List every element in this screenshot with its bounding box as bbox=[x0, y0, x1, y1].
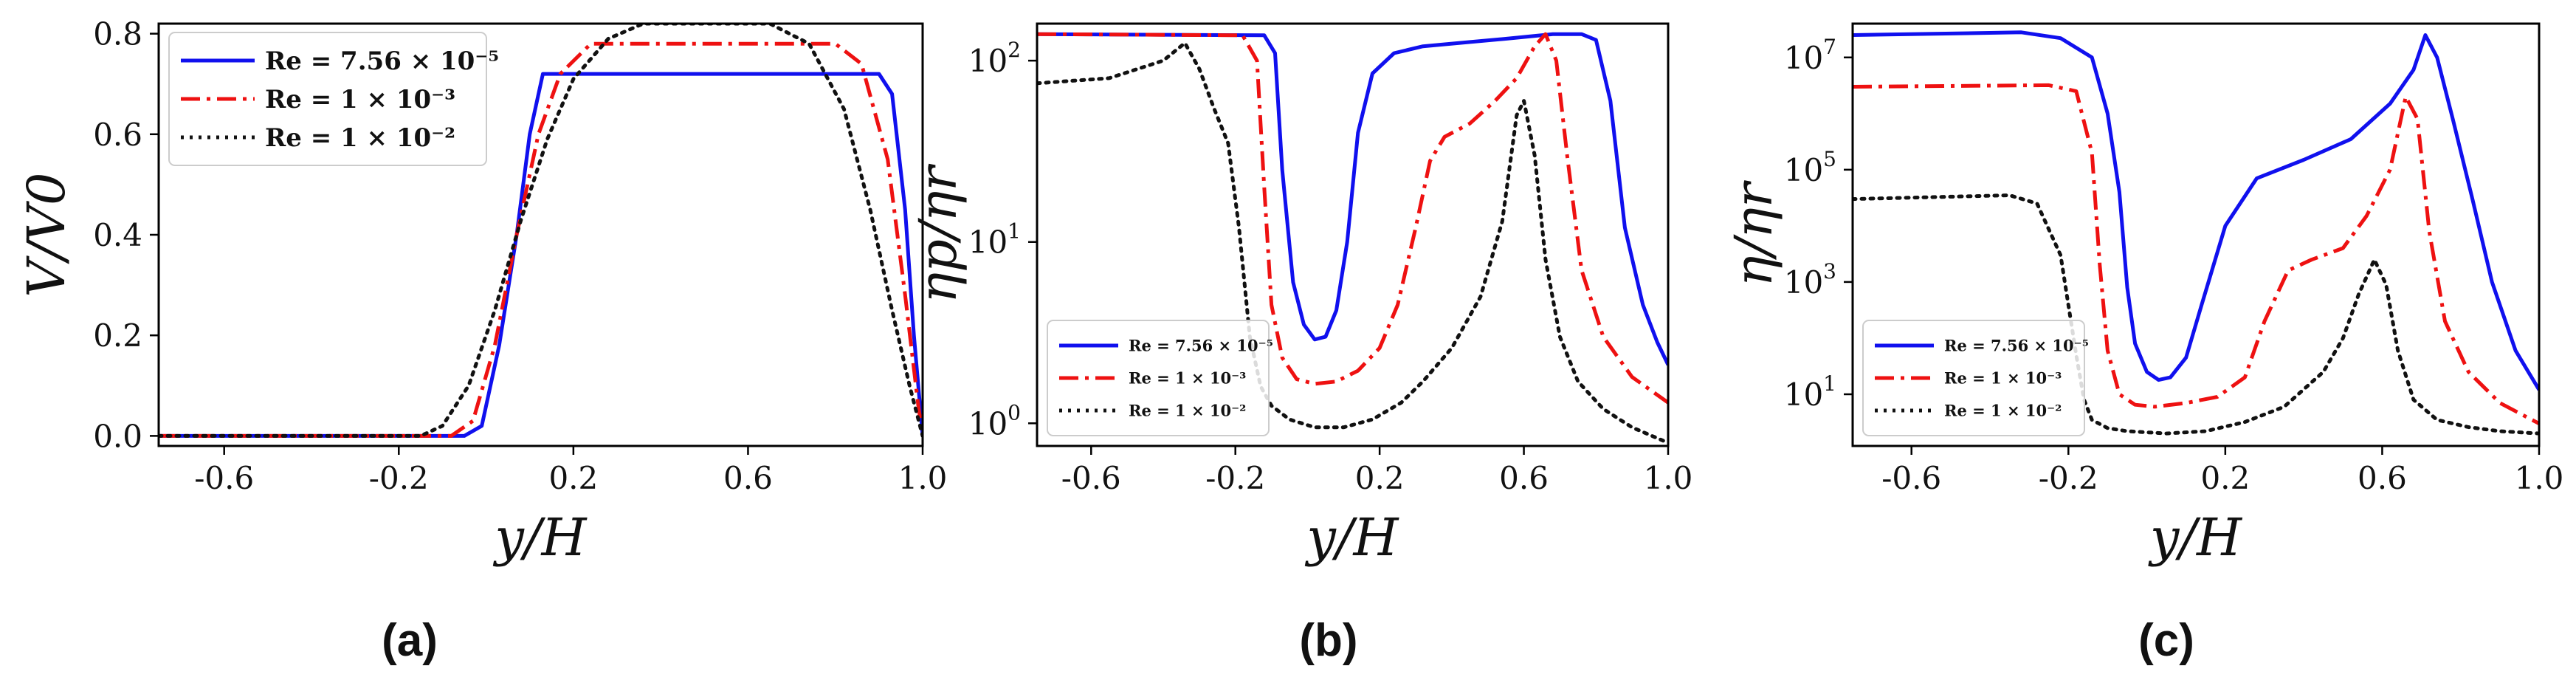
legend-label-a-2: Re = 1 × 10⁻³ bbox=[265, 85, 455, 114]
panel-label-b: (b) bbox=[1299, 615, 1357, 666]
x-tick-label-b-0-2: 0.2 bbox=[1355, 460, 1405, 496]
y-tick-label-a-0-8: 0.8 bbox=[93, 16, 142, 52]
panel-label-a: (a) bbox=[382, 615, 438, 666]
x-tick-label-a-0-6: 0.6 bbox=[723, 460, 773, 496]
x-axis-label-a: y/H bbox=[492, 507, 588, 568]
x-tick-label-a-1-0: 1.0 bbox=[898, 460, 948, 496]
y-axis-label-a: V/V0 bbox=[16, 172, 77, 297]
legend-label-c-1: Re = 7.56 × 10⁻⁵ bbox=[1944, 337, 2089, 355]
series-line-c-2 bbox=[1853, 83, 2539, 425]
y-tick-label-c-10e5: 105 bbox=[1784, 147, 1836, 188]
series-line-a-1 bbox=[159, 72, 923, 438]
legend-label-c-3: Re = 1 × 10⁻² bbox=[1944, 402, 2062, 420]
x-axis-label-c: y/H bbox=[2148, 507, 2243, 568]
series-line-c-1 bbox=[1853, 30, 2539, 391]
y-axis-label-b: ηp/ηr bbox=[908, 164, 968, 303]
y-tick-label-a-0-2: 0.2 bbox=[93, 317, 142, 354]
plot-frame-b bbox=[1036, 22, 1670, 447]
x-tick-label-b-0-6: 0.6 bbox=[1499, 460, 1549, 496]
y-tick-label-c-10e7: 107 bbox=[1784, 35, 1836, 76]
legend-box-a bbox=[168, 32, 487, 166]
chart-panel-a: -0.6 -0.2 0.2 0.6 1.0 0.0 0.2 0.4 0.6 0.8 y/H V/V… bbox=[16, 16, 947, 666]
legend-box-c bbox=[1862, 320, 2085, 436]
panel-label-c: (c) bbox=[2138, 615, 2194, 666]
y-tick-label-a-0-0: 0.0 bbox=[93, 418, 142, 454]
legend-label-c-2: Re = 1 × 10⁻³ bbox=[1944, 369, 2062, 388]
x-tick-label-c-0-6: 0.6 bbox=[2358, 460, 2407, 496]
legend-b: Re = 7.56 × 10⁻⁵ Re = 1 × 10⁻³ Re = 1 × 10… bbox=[1047, 320, 1273, 436]
series-line-b-3 bbox=[1037, 41, 1668, 445]
series-line-a-2 bbox=[159, 41, 923, 438]
x-tick-label-b--0-2: -0.2 bbox=[1205, 460, 1265, 496]
legend-label-a-3: Re = 1 × 10⁻² bbox=[265, 123, 455, 153]
legend-box-b bbox=[1047, 320, 1270, 436]
y-tick-label-a-0-4: 0.4 bbox=[93, 217, 142, 253]
x-tick-label-c--0-2: -0.2 bbox=[2039, 460, 2098, 496]
legend-label-a-1: Re = 7.56 × 10⁻⁵ bbox=[265, 47, 499, 76]
x-tick-label-c--0-6: -0.6 bbox=[1881, 460, 1941, 496]
chart-panel-c: -0.6 -0.2 0.2 0.6 1.0 101 103 105 107 y/H η/ηr R… bbox=[1723, 22, 2564, 666]
legend-a: Re = 7.56 × 10⁻⁵ Re = 1 × 10⁻³ Re = 1 × 10… bbox=[168, 32, 499, 166]
chart-panel-b: -0.6 -0.2 0.2 0.6 1.0 100 101 102 y/H ηp/ηr Re … bbox=[908, 22, 1693, 666]
y-tick-label-c-10e1: 101 bbox=[1784, 371, 1836, 413]
legend-label-b-2: Re = 1 × 10⁻³ bbox=[1129, 369, 1246, 388]
y-tick-label-b-10e0: 100 bbox=[968, 400, 1021, 442]
plot-frame-c bbox=[1851, 22, 2541, 447]
y-tick-label-a-0-6: 0.6 bbox=[93, 117, 142, 153]
x-tick-label-c-1-0: 1.0 bbox=[2515, 460, 2564, 496]
legend-label-b-1: Re = 7.56 × 10⁻⁵ bbox=[1129, 337, 1273, 355]
x-axis-label-b: y/H bbox=[1304, 507, 1399, 568]
y-axis-label-c: η/ηr bbox=[1723, 180, 1784, 286]
x-tick-label-b-1-0: 1.0 bbox=[1644, 460, 1693, 496]
legend-label-b-3: Re = 1 × 10⁻² bbox=[1129, 402, 1246, 420]
x-tick-label-a-0-2: 0.2 bbox=[548, 460, 598, 496]
series-line-b-2 bbox=[1037, 32, 1668, 405]
x-tick-label-a--0-6: -0.6 bbox=[194, 460, 254, 496]
y-tick-label-b-10e2: 102 bbox=[968, 38, 1021, 79]
series-line-b-1 bbox=[1037, 32, 1668, 366]
y-tick-label-c-10e3: 103 bbox=[1784, 259, 1836, 300]
x-tick-label-c-0-2: 0.2 bbox=[2200, 460, 2250, 496]
legend-c: Re = 7.56 × 10⁻⁵ Re = 1 × 10⁻³ Re = 1 × 10… bbox=[1862, 320, 2089, 436]
x-tick-label-b--0-6: -0.6 bbox=[1061, 460, 1121, 496]
x-tick-label-a--0-2: -0.2 bbox=[369, 460, 429, 496]
series-line-a-3 bbox=[159, 24, 923, 438]
y-tick-label-b-10e1: 101 bbox=[968, 219, 1021, 261]
